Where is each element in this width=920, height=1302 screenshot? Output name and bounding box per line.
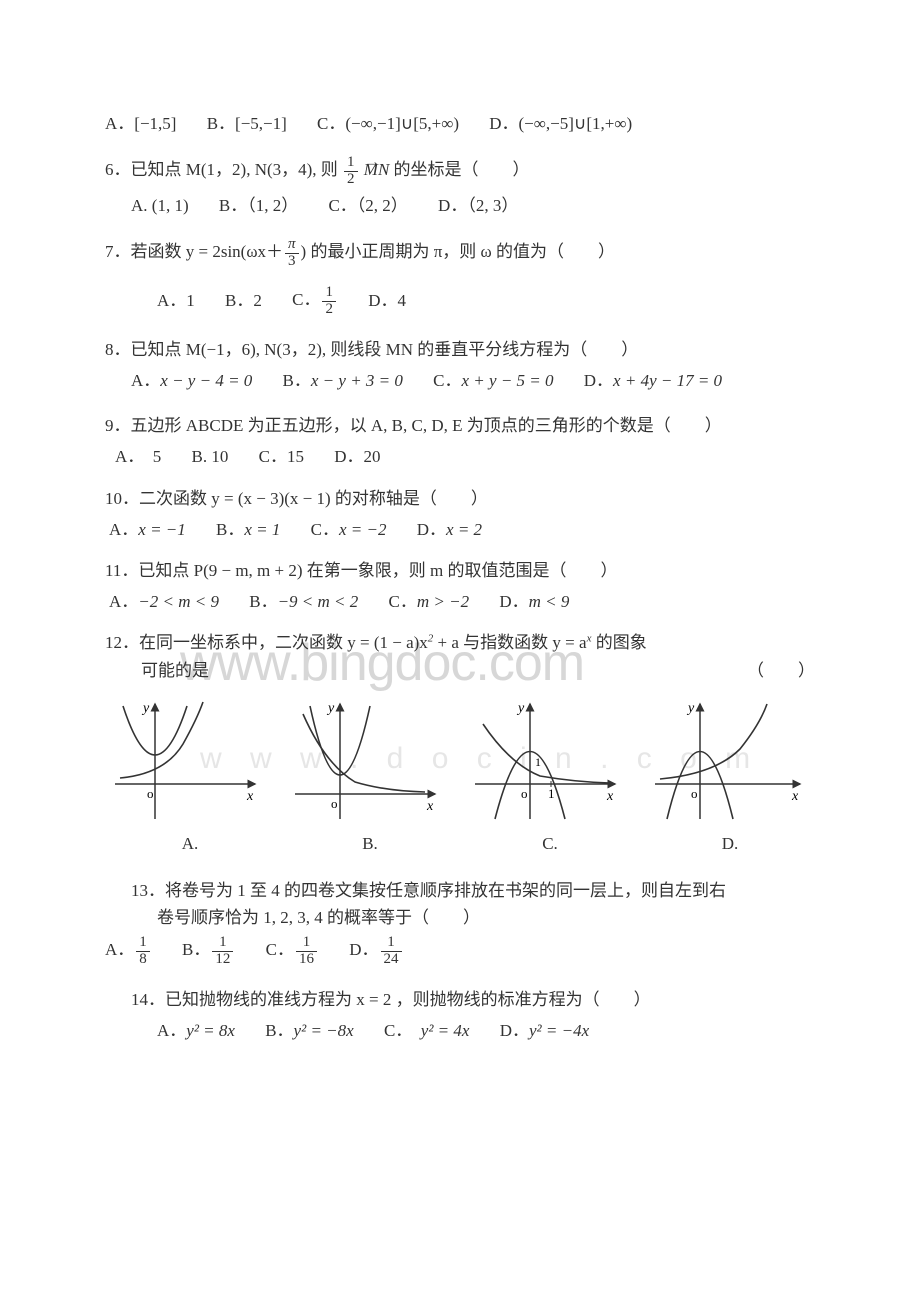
- graph-c-svg: o x y 1 1: [465, 694, 635, 824]
- q5-opt-d: D．(−∞,−5]∪[1,+∞): [489, 110, 632, 137]
- q12-graph-c: o x y 1 1: [465, 694, 635, 824]
- q6-opt-b: B．（1, 2）: [219, 192, 298, 219]
- svg-text:1: 1: [535, 755, 541, 769]
- q6-half: 12: [344, 155, 358, 188]
- q7-opt-d: D．4: [368, 287, 406, 314]
- svg-text:y: y: [686, 701, 695, 716]
- q12-line2: 可能的是 （ ）: [141, 657, 815, 684]
- q10-opt-d: D．x = 2: [417, 516, 482, 543]
- q5-opt-c: C．(−∞,−1]∪[5,+∞): [317, 110, 459, 137]
- svg-text:o: o: [691, 786, 698, 801]
- svg-text:o: o: [331, 796, 338, 811]
- q9-opt-b: B. 10: [192, 443, 229, 470]
- q12-label-d: D.: [645, 830, 815, 857]
- q14-stem: 14．已知抛物线的准线方程为 x = 2 ，则抛物线的标准方程为（ ）: [131, 986, 815, 1013]
- question-10: 10．二次函数 y = (x − 3)(x − 1) 的对称轴是（ ） A．x …: [105, 485, 815, 543]
- question-7: 7．若函数 y = 2sin(ωx＋π3) 的最小正周期为 π，则 ω 的值为（…: [105, 237, 815, 318]
- q14-opt-d: D．y² = −4x: [500, 1017, 589, 1044]
- q12-label-b: B.: [285, 830, 455, 857]
- q6-opt-d: D．（2, 3）: [438, 192, 518, 219]
- q7-stem-pre: 7．若函数 y = 2sin(ωx＋: [105, 242, 283, 261]
- q13-stem1: 13．将卷号为 1 至 4 的四卷文集按任意顺序排放在书架的同一层上，则自左到右: [131, 877, 815, 904]
- q14-opt-b: B．y² = −8x: [265, 1017, 353, 1044]
- q11-opt-a: A．−2 < m < 9: [109, 588, 219, 615]
- graph-b-svg: o x y: [285, 694, 455, 824]
- question-5-options: A．[−1,5] B．[−5,−1] C．(−∞,−1]∪[5,+∞) D．(−…: [105, 110, 815, 137]
- q8-options: A．x − y − 4 = 0 B．x − y + 3 = 0 C．x + y …: [131, 367, 815, 394]
- q13-opt-a: A．18: [105, 935, 152, 968]
- q10-stem: 10．二次函数 y = (x − 3)(x − 1) 的对称轴是（ ）: [105, 485, 815, 512]
- q10-opt-c: C．x = −2: [311, 516, 387, 543]
- q13-options: A．18 B．112 C．116 D．124: [105, 935, 815, 968]
- q14-opt-c: C． y² = 4x: [384, 1017, 470, 1044]
- q13-opt-c: C．116: [266, 935, 319, 968]
- svg-text:1: 1: [548, 786, 555, 801]
- q9-opt-c: C．15: [259, 443, 304, 470]
- q8-opt-b: B．x − y + 3 = 0: [283, 367, 403, 394]
- q11-opt-d: D．m < 9: [499, 588, 569, 615]
- svg-text:x: x: [246, 789, 254, 804]
- q12-stem: 12．在同一坐标系中，二次函数 y = (1 − a)x2 + a 与指数函数 …: [105, 629, 815, 656]
- q10-opt-b: B．x = 1: [216, 516, 280, 543]
- question-8: 8．已知点 M(−1，6), N(3，2), 则线段 MN 的垂直平分线方程为（…: [105, 336, 815, 394]
- q7-pi3: π3: [285, 237, 299, 270]
- q14-options: A．y² = 8x B．y² = −8x C． y² = 4x D．y² = −…: [157, 1017, 815, 1044]
- q12-graph-labels: A. B. C. D.: [105, 830, 815, 857]
- q13-stem2: 卷号顺序恰为 1, 2, 3, 4 的概率等于（ ）: [157, 904, 815, 931]
- q10-options: A．x = −1 B．x = 1 C．x = −2 D．x = 2: [109, 516, 815, 543]
- q6-opt-a: A. (1, 1): [131, 192, 189, 219]
- q9-options: A． 5 B. 10 C．15 D．20: [115, 443, 815, 470]
- q12-label-a: A.: [105, 830, 275, 857]
- q5-opt-a: A．[−1,5]: [105, 110, 176, 137]
- q7-stem-post: ) 的最小正周期为 π，则 ω 的值为（ ）: [301, 242, 615, 261]
- svg-text:o: o: [521, 786, 528, 801]
- svg-text:x: x: [791, 789, 799, 804]
- question-9: 9．五边形 ABCDE 为正五边形，以 A, B, C, D, E 为顶点的三角…: [105, 412, 815, 470]
- q7-opt-c: C．12: [292, 285, 338, 318]
- question-13: 13．将卷号为 1 至 4 的四卷文集按任意顺序排放在书架的同一层上，则自左到右…: [105, 877, 815, 968]
- q12-graph-b: o x y: [285, 694, 455, 824]
- q8-stem: 8．已知点 M(−1，6), N(3，2), 则线段 MN 的垂直平分线方程为（…: [105, 336, 815, 363]
- graph-a-svg: o x y: [105, 694, 275, 824]
- q11-opt-b: B．−9 < m < 2: [249, 588, 358, 615]
- q9-opt-d: D．20: [334, 443, 380, 470]
- q6-vector-mn: →MN: [364, 160, 390, 179]
- svg-text:y: y: [326, 701, 335, 716]
- q11-options: A．−2 < m < 9 B．−9 < m < 2 C．m > −2 D．m <…: [109, 588, 815, 615]
- q12-label-c: C.: [465, 830, 635, 857]
- q8-opt-c: C．x + y − 5 = 0: [433, 367, 553, 394]
- q11-stem: 11．已知点 P(9 − m, m + 2) 在第一象限，则 m 的取值范围是（…: [105, 557, 815, 584]
- q8-opt-a: A．x − y − 4 = 0: [131, 367, 252, 394]
- q9-opt-a: A． 5: [115, 443, 161, 470]
- q6-stem-post: 的坐标是（ ）: [394, 160, 530, 179]
- q13-opt-d: D．124: [349, 935, 403, 968]
- question-11: 11．已知点 P(9 − m, m + 2) 在第一象限，则 m 的取值范围是（…: [105, 557, 815, 615]
- q7-opt-a: A．1: [157, 287, 195, 314]
- q9-stem: 9．五边形 ABCDE 为正五边形，以 A, B, C, D, E 为顶点的三角…: [105, 412, 815, 439]
- question-12: 12．在同一坐标系中，二次函数 y = (1 − a)x2 + a 与指数函数 …: [105, 629, 815, 857]
- q5-opt-b: B．[−5,−1]: [207, 110, 287, 137]
- q6-opt-c: C．（2, 2）: [328, 192, 407, 219]
- q13-opt-b: B．112: [182, 935, 235, 968]
- svg-text:o: o: [147, 786, 154, 801]
- question-6: 6．已知点 M(1，2), N(3，4), 则 12 →MN 的坐标是（ ） A…: [105, 155, 815, 219]
- graph-d-svg: o x y: [645, 694, 815, 824]
- q10-opt-a: A．x = −1: [109, 516, 186, 543]
- q11-opt-c: C．m > −2: [389, 588, 470, 615]
- svg-text:x: x: [606, 789, 614, 804]
- q7-options: A．1 B．2 C．12 D．4: [157, 285, 815, 318]
- svg-text:y: y: [141, 701, 150, 716]
- q12-graph-d: o x y: [645, 694, 815, 824]
- q14-opt-a: A．y² = 8x: [157, 1017, 235, 1044]
- q6-stem-pre: 6．已知点 M(1，2), N(3，4), 则: [105, 160, 338, 179]
- q6-options: A. (1, 1) B．（1, 2） C．（2, 2） D．（2, 3）: [131, 192, 815, 219]
- svg-text:y: y: [516, 701, 525, 716]
- q8-opt-d: D．x + 4y − 17 = 0: [584, 367, 722, 394]
- q12-graphs: o x y o x y: [105, 694, 815, 824]
- q7-opt-b: B．2: [225, 287, 262, 314]
- q12-graph-a: o x y: [105, 694, 275, 824]
- question-14: 14．已知抛物线的准线方程为 x = 2 ，则抛物线的标准方程为（ ） A．y²…: [105, 986, 815, 1044]
- svg-text:x: x: [426, 799, 434, 814]
